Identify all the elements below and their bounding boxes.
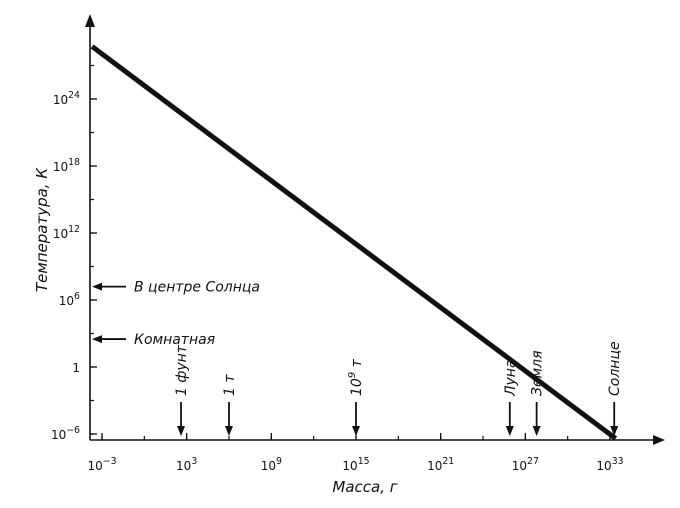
x-marker-group: 1 фунт bbox=[174, 344, 190, 396]
x-marker-group: Земля bbox=[530, 350, 546, 396]
axis-labels: Масса, г Температура, К bbox=[33, 167, 398, 496]
y-axis-title: Температура, К bbox=[33, 167, 51, 292]
x-tick-label-5: 1027 bbox=[512, 456, 539, 473]
y-tick-label-2: 106 bbox=[59, 291, 80, 308]
x-tick-label-6: 1033 bbox=[596, 456, 623, 473]
series bbox=[90, 44, 618, 441]
x-axis-arrowhead bbox=[653, 435, 665, 445]
x-tick-label-2: 109 bbox=[261, 456, 282, 473]
x-marker-arrowhead bbox=[532, 426, 541, 436]
x-marker-arrowhead bbox=[610, 426, 619, 436]
axes bbox=[85, 14, 665, 445]
x-marker-label-1: 1 т bbox=[222, 374, 238, 396]
x-marker-arrowhead bbox=[177, 426, 186, 436]
x-marker-label-2: 109 т bbox=[347, 358, 365, 396]
y-tick-label-3: 1012 bbox=[53, 224, 80, 241]
series-line-0 bbox=[90, 44, 618, 441]
markers: 1 фунт 1 т 109 т Луна Земля Солнце В центре Со… bbox=[92, 280, 623, 436]
x-axis-title: Масса, г bbox=[332, 478, 397, 496]
y-tick-label-5: 1024 bbox=[53, 90, 80, 107]
y-tick-label-1: 1 bbox=[72, 361, 80, 375]
x-marker-group: Солнце bbox=[607, 341, 623, 396]
y-tick-label-0: 10−6 bbox=[51, 425, 80, 442]
x-tick-label-4: 1021 bbox=[427, 456, 454, 473]
x-marker-group: 1 т bbox=[222, 374, 238, 396]
x-tick-label-1: 103 bbox=[176, 456, 197, 473]
x-marker-label-5: Солнце bbox=[607, 341, 623, 396]
y-tick-label-4: 1018 bbox=[53, 157, 80, 174]
x-marker-label-3: Луна bbox=[503, 359, 519, 397]
x-tick-label-3: 1015 bbox=[342, 456, 369, 473]
x-marker-group: Луна bbox=[503, 359, 519, 397]
y-marker-label-1: Комнатная bbox=[134, 332, 215, 348]
x-tick-label-0: 10−3 bbox=[87, 456, 116, 473]
y-marker-label-0: В центре Солнца bbox=[134, 280, 260, 296]
y-marker-arrowhead bbox=[92, 335, 102, 344]
x-marker-label-4: Земля bbox=[530, 350, 546, 396]
x-marker-arrowhead bbox=[225, 426, 233, 436]
y-axis-arrowhead bbox=[85, 14, 95, 27]
x-marker-arrowhead bbox=[352, 426, 360, 436]
y-marker-arrowhead bbox=[92, 282, 102, 291]
x-marker-label-0: 1 фунт bbox=[174, 344, 190, 396]
ticks: 10−3 103 109 1015 1021 1027 1033 10−6 1 106 1012 10… bbox=[51, 64, 624, 473]
x-marker-arrowhead bbox=[505, 426, 514, 436]
x-marker-group: 109 т bbox=[347, 358, 365, 396]
